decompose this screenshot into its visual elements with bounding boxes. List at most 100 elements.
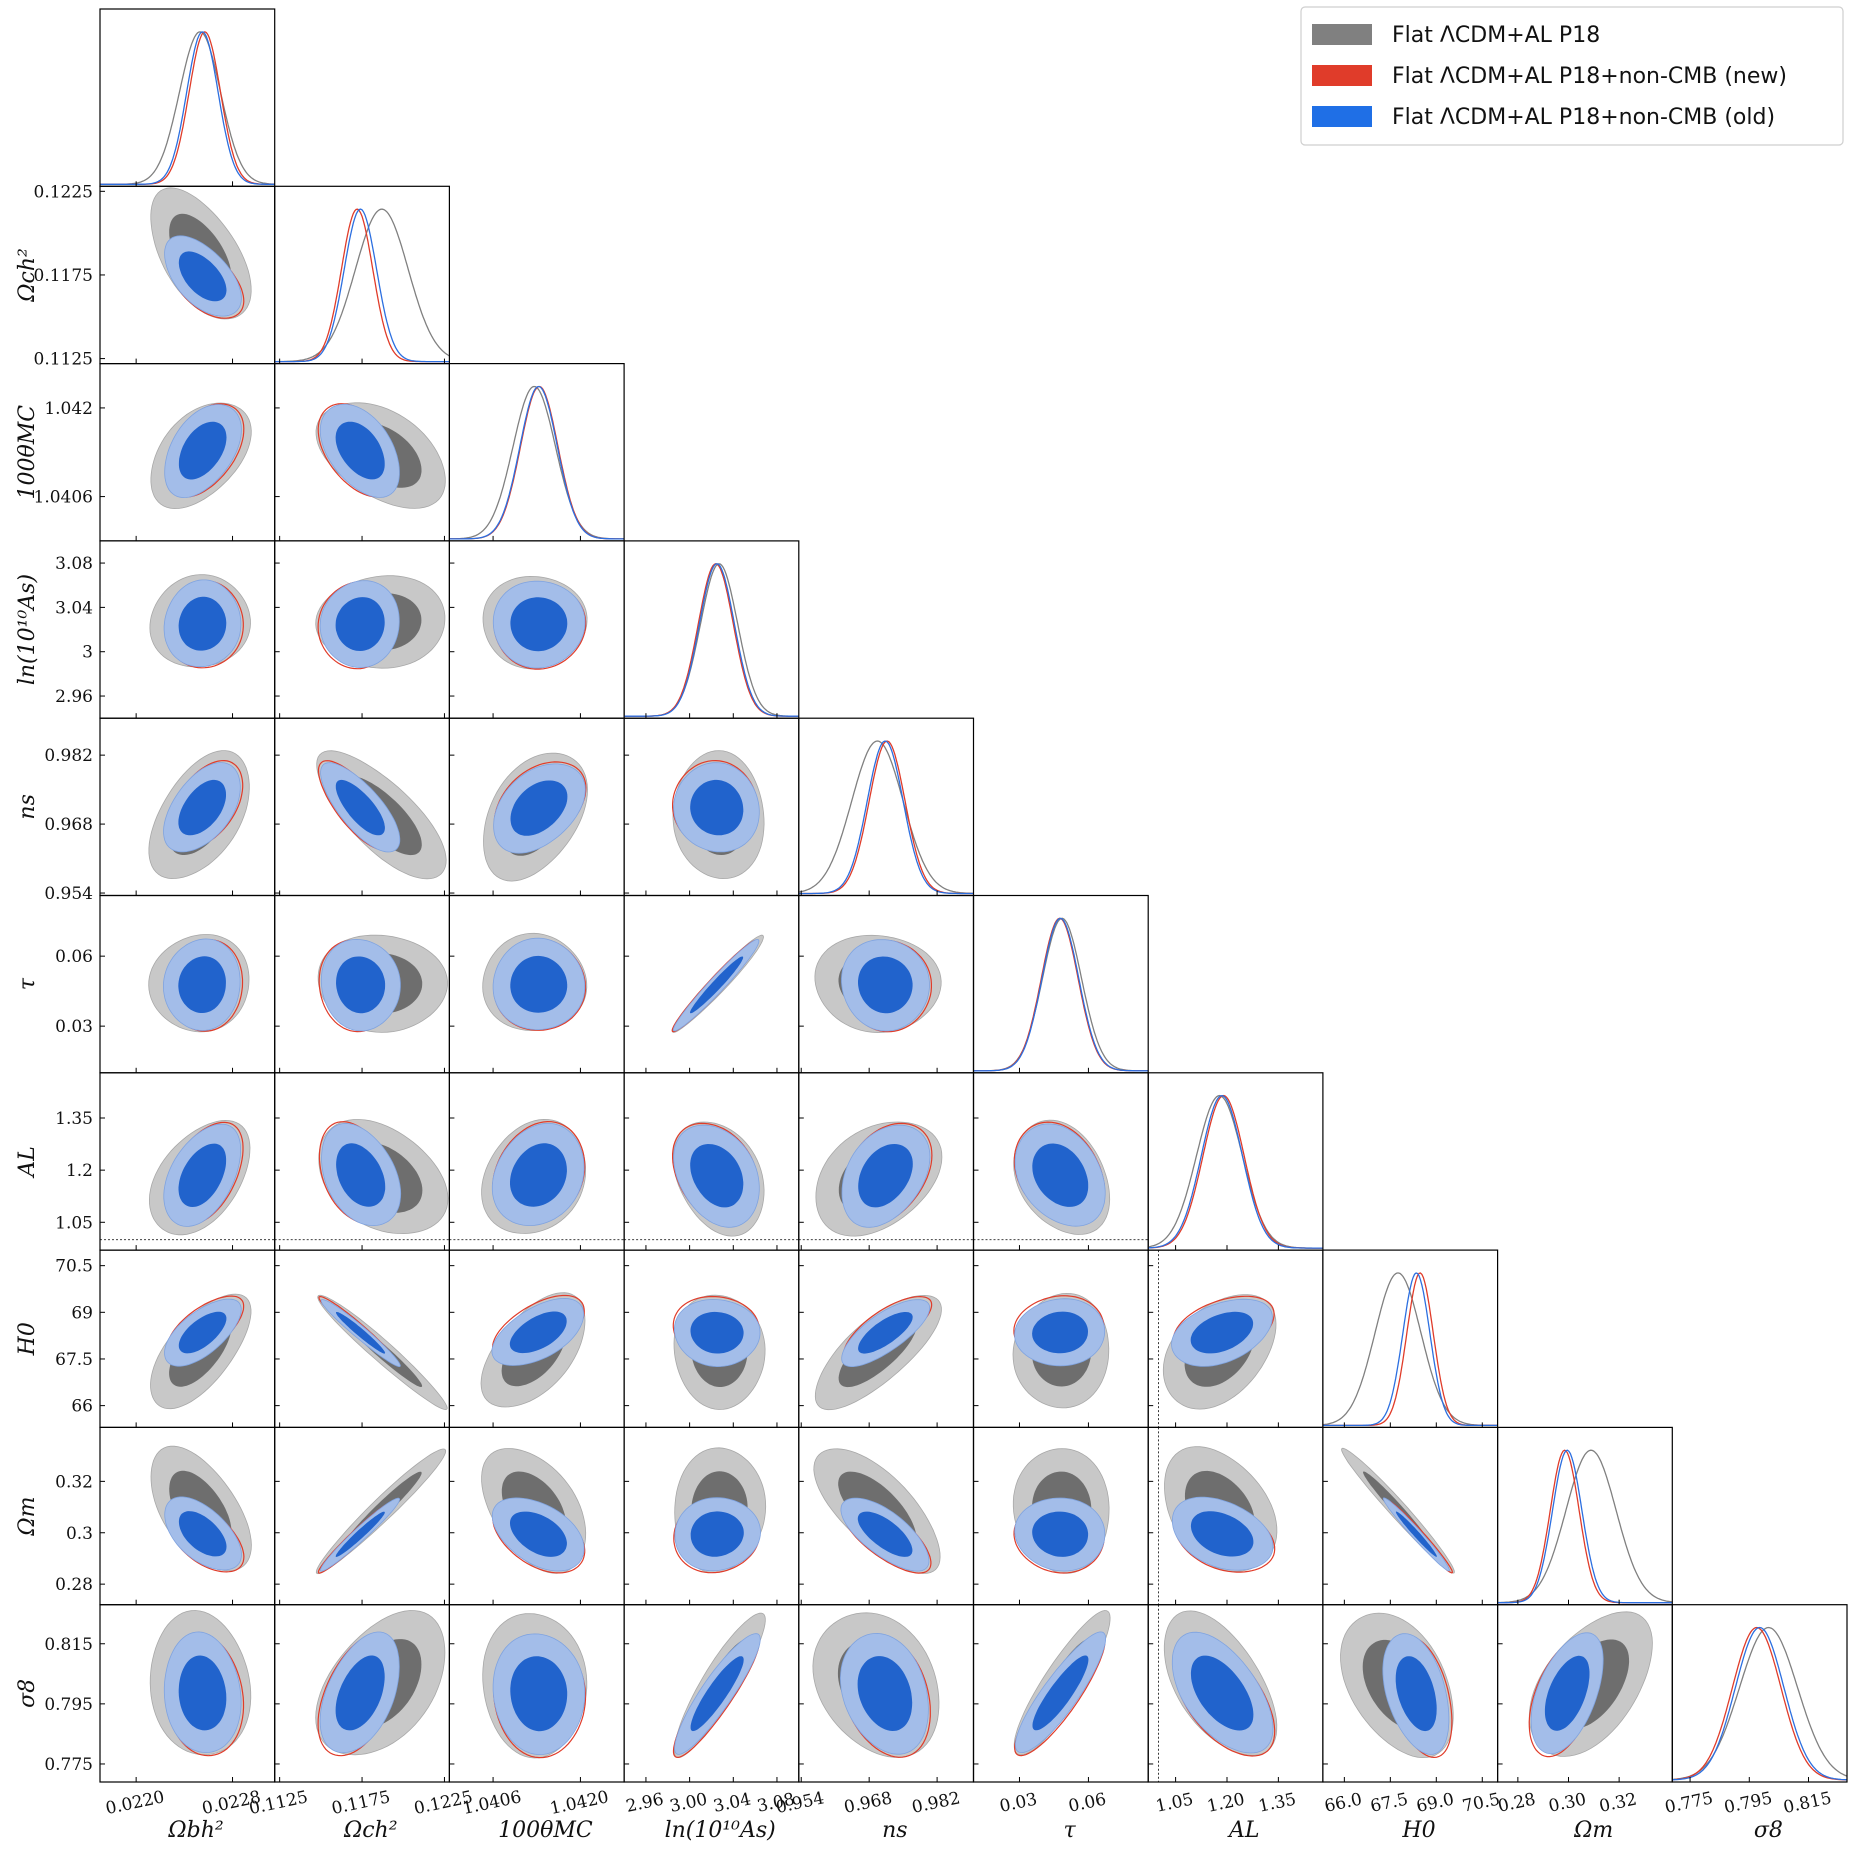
y-tick-label: 2.96 — [55, 687, 93, 707]
panel-7-4 — [814, 1294, 942, 1411]
y-axis-label-6: AL — [15, 1146, 40, 1179]
contour-old-68 — [1190, 1511, 1254, 1557]
panel-7-2 — [480, 1292, 586, 1408]
x-tick-label: 70.5 — [1461, 1789, 1502, 1816]
y-tick-label: 66 — [71, 1397, 93, 1417]
marginal-3 — [624, 562, 799, 717]
contour-old-68 — [335, 779, 385, 836]
y-axis-label-1: Ωch² — [15, 248, 40, 303]
x-tick-label: 69.0 — [1415, 1789, 1456, 1816]
legend-swatch-1 — [1312, 65, 1372, 86]
contour-old-68 — [1032, 1311, 1088, 1354]
contour-old-68 — [510, 597, 568, 652]
contour-old-68 — [335, 597, 385, 651]
x-tick-label: 0.815 — [1782, 1788, 1834, 1818]
panel-8-0 — [150, 1445, 252, 1573]
y-tick-label: 0.1125 — [34, 350, 93, 370]
marginal-1 — [274, 208, 450, 363]
legend-label-0: Flat ΛCDM+AL P18 — [1392, 23, 1600, 48]
marginal-curve-s0 — [1672, 1626, 1848, 1781]
marginal-curve-s1 — [100, 31, 275, 185]
panel-frame — [99, 8, 276, 187]
panel-9-4 — [812, 1612, 940, 1758]
x-axis-label-9: σ8 — [1754, 1818, 1783, 1843]
contour-old-68 — [690, 1144, 744, 1208]
x-tick-label: 3.00 — [668, 1789, 709, 1816]
panel-4-2 — [483, 752, 588, 882]
panel-4-0 — [148, 750, 250, 880]
y-axis-label-2: 100θMC — [15, 405, 40, 500]
y-tick-label: 3.04 — [55, 598, 93, 618]
y-tick-label: 0.815 — [44, 1635, 93, 1655]
contour-old-68 — [690, 1311, 744, 1354]
marginal-curve-s0 — [798, 740, 974, 895]
contour-old-68 — [510, 1656, 568, 1732]
x-tick-label: 0.32 — [1597, 1789, 1638, 1816]
panel-5-4 — [814, 934, 942, 1034]
panel-6-3 — [624, 1121, 799, 1241]
x-tick-label: 0.03 — [998, 1789, 1039, 1816]
panel-6-0 — [100, 1119, 275, 1241]
panel-9-7 — [1340, 1612, 1454, 1759]
y-tick-label: 3 — [82, 643, 93, 663]
marginal-0 — [100, 31, 275, 185]
panel-frame — [972, 894, 1149, 1074]
y-tick-label: 1.05 — [55, 1213, 93, 1233]
marginal-curve-s1 — [449, 385, 625, 540]
marginal-5 — [973, 917, 1149, 1072]
x-tick-label: 0.795 — [1722, 1788, 1774, 1818]
x-tick-label: 0.06 — [1067, 1789, 1108, 1816]
panel-3-0 — [149, 574, 251, 669]
y-tick-label: 3.08 — [55, 554, 93, 574]
contour-old-68 — [690, 779, 744, 836]
marginal-curve-s2 — [798, 740, 974, 895]
panel-7-3 — [672, 1294, 766, 1410]
marginal-curve-s2 — [1322, 1272, 1498, 1427]
x-tick-label: 67.5 — [1369, 1789, 1410, 1816]
contour-old-68 — [1395, 1511, 1437, 1557]
contour-old-68 — [1544, 1655, 1590, 1731]
contour-old-68 — [690, 956, 744, 1014]
y-tick-label: 0.1175 — [34, 266, 93, 286]
x-tick-label: 0.775 — [1663, 1788, 1715, 1818]
contour-old-68 — [178, 1511, 227, 1557]
panel-8-2 — [481, 1448, 587, 1574]
x-tick-label: 0.968 — [842, 1788, 894, 1818]
x-tick-label: 66.0 — [1323, 1789, 1364, 1816]
contour-old-68 — [858, 1144, 913, 1208]
contour-old-68 — [178, 1143, 227, 1207]
panel-4-3 — [672, 750, 765, 880]
panel-frame — [1322, 1249, 1499, 1428]
contour-old-68 — [336, 1143, 386, 1207]
contour-old-68 — [690, 1656, 744, 1732]
x-axis-label-2: 100θMC — [498, 1818, 593, 1843]
contour-old-68 — [336, 1312, 386, 1354]
legend-box — [1300, 6, 1844, 146]
contour-old-68 — [857, 1511, 913, 1557]
y-tick-label: 1.2 — [66, 1161, 93, 1181]
x-tick-label: 2.96 — [624, 1789, 665, 1816]
panel-9-5 — [1013, 1610, 1111, 1757]
y-axis-label-7: H0 — [15, 1322, 40, 1356]
marginal-curve-s1 — [624, 562, 799, 717]
contour-old-68 — [1395, 1656, 1437, 1732]
contour-old-68 — [335, 421, 385, 480]
contour-old-68 — [335, 1511, 385, 1557]
panel-5-2 — [482, 932, 588, 1031]
panel-frame — [448, 363, 625, 542]
contour-old-68 — [858, 956, 913, 1014]
y-tick-label: 0.795 — [44, 1695, 93, 1715]
x-tick-label: 0.0220 — [104, 1787, 166, 1819]
contour-old-68 — [510, 1511, 567, 1557]
y-tick-label: 0.954 — [44, 884, 93, 904]
panel-5-3 — [671, 934, 764, 1033]
marginal-curve-s0 — [1322, 1272, 1498, 1427]
marginal-curve-s2 — [624, 563, 799, 717]
contour-old-68 — [510, 955, 568, 1013]
marginal-curve-s2 — [1148, 1095, 1323, 1249]
x-axis-label-7: H0 — [1401, 1818, 1435, 1843]
marginal-curve-s1 — [274, 208, 450, 363]
marginal-curve-s0 — [1497, 1449, 1673, 1604]
contour-old-68 — [857, 1656, 913, 1731]
panel-6-1 — [274, 1119, 450, 1241]
